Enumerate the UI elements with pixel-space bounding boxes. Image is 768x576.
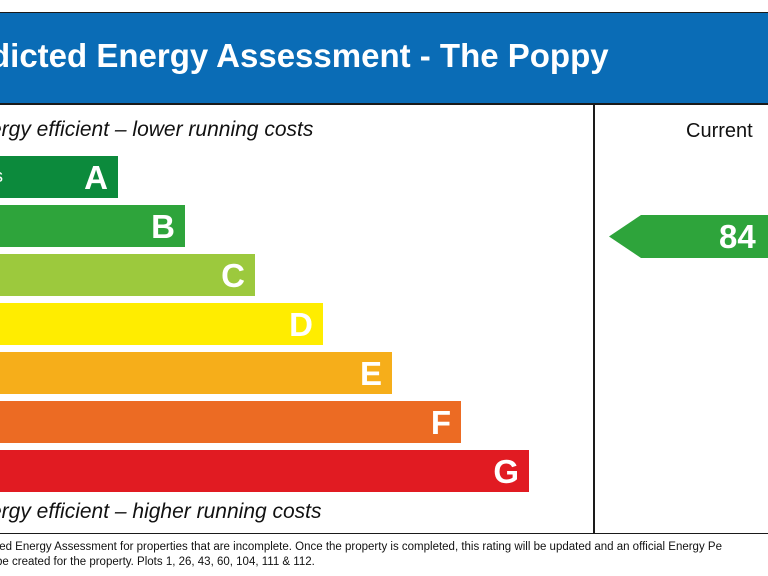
current-rating-value: 84 bbox=[719, 218, 756, 255]
band-letter-g: G bbox=[493, 453, 519, 490]
band-letter-f: F bbox=[430, 404, 451, 441]
band-letter-c: C bbox=[221, 257, 245, 294]
current-column-label: Current bbox=[686, 120, 753, 142]
top-efficiency-note: ergy efficient – lower running costs bbox=[0, 118, 314, 141]
header-banner: dicted Energy Assessment - The Poppy bbox=[0, 12, 768, 104]
band-bar-b: B bbox=[0, 205, 185, 247]
band-letter-d: D bbox=[289, 306, 313, 343]
band-letter-a: A bbox=[84, 159, 108, 196]
band-letter-e: E bbox=[359, 355, 382, 392]
band-bar-a: sA bbox=[0, 156, 118, 198]
band-bar-c: C bbox=[0, 254, 255, 296]
current-rating-arrow: 84 bbox=[609, 215, 768, 258]
band-letter-b: B bbox=[151, 208, 175, 245]
column-divider bbox=[593, 104, 595, 534]
band-bar-g: G bbox=[0, 450, 529, 492]
band-range-a: s bbox=[0, 166, 3, 187]
footer-line-2: be created for the property. Plots 1, 26… bbox=[0, 556, 315, 568]
band-bar-e: E bbox=[0, 352, 392, 394]
chart-frame bbox=[0, 104, 768, 534]
footer-disclaimer: ted Energy Assessment for properties tha… bbox=[0, 540, 722, 570]
band-bar-d: D bbox=[0, 303, 323, 345]
band-bar-f: F bbox=[0, 401, 461, 443]
bottom-efficiency-note: ergy efficient – higher running costs bbox=[0, 500, 322, 523]
footer-line-1: ted Energy Assessment for properties tha… bbox=[0, 541, 722, 553]
page-title: dicted Energy Assessment - The Poppy bbox=[0, 37, 609, 74]
